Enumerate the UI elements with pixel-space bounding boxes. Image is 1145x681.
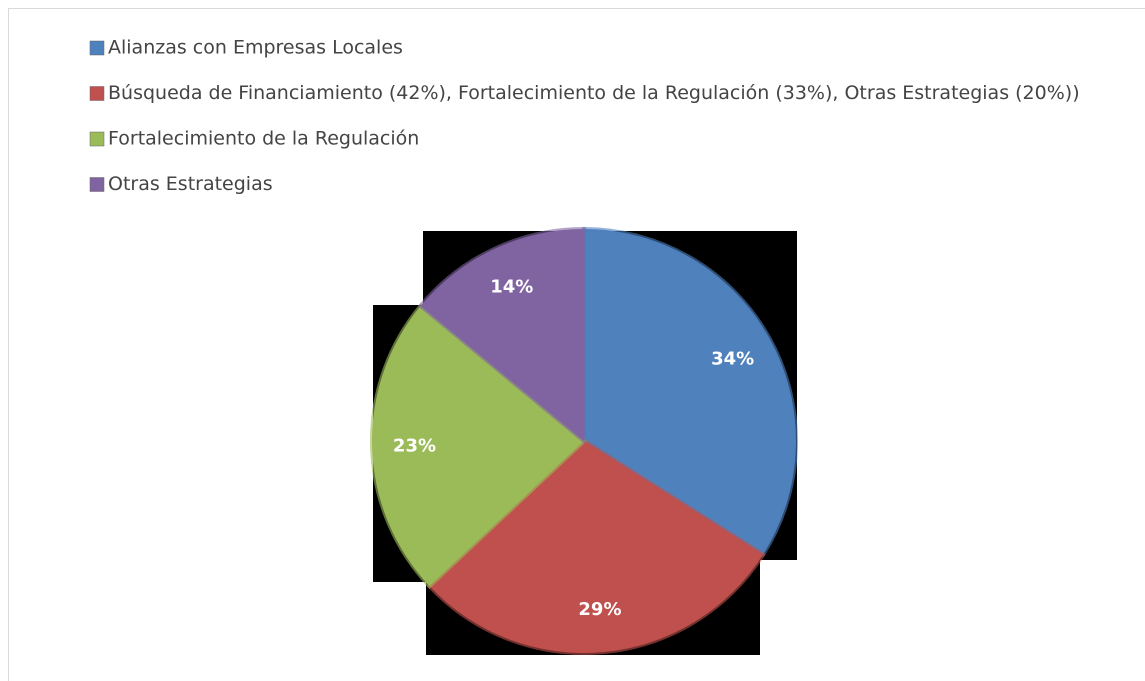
- legend-label: Alianzas con Empresas Locales: [108, 37, 403, 59]
- legend-swatch: [89, 177, 105, 192]
- legend-label: Otras Estrategias: [108, 173, 273, 195]
- pie-slice: [426, 438, 766, 655]
- data-label: 29%: [578, 599, 621, 620]
- data-label: 14%: [490, 277, 533, 298]
- legend-label: Fortalecimiento de la Regulación: [108, 128, 419, 150]
- pie-slice: [417, 226, 586, 446]
- pie-slice: [370, 303, 588, 589]
- data-label: 23%: [393, 435, 436, 456]
- legend-label: Búsqueda de Financiamiento (42%), Fortal…: [108, 82, 1080, 104]
- data-label: 34%: [711, 348, 754, 369]
- legend-swatch: [89, 40, 105, 56]
- legend-swatch: [89, 86, 105, 101]
- legend-swatch: [89, 131, 105, 147]
